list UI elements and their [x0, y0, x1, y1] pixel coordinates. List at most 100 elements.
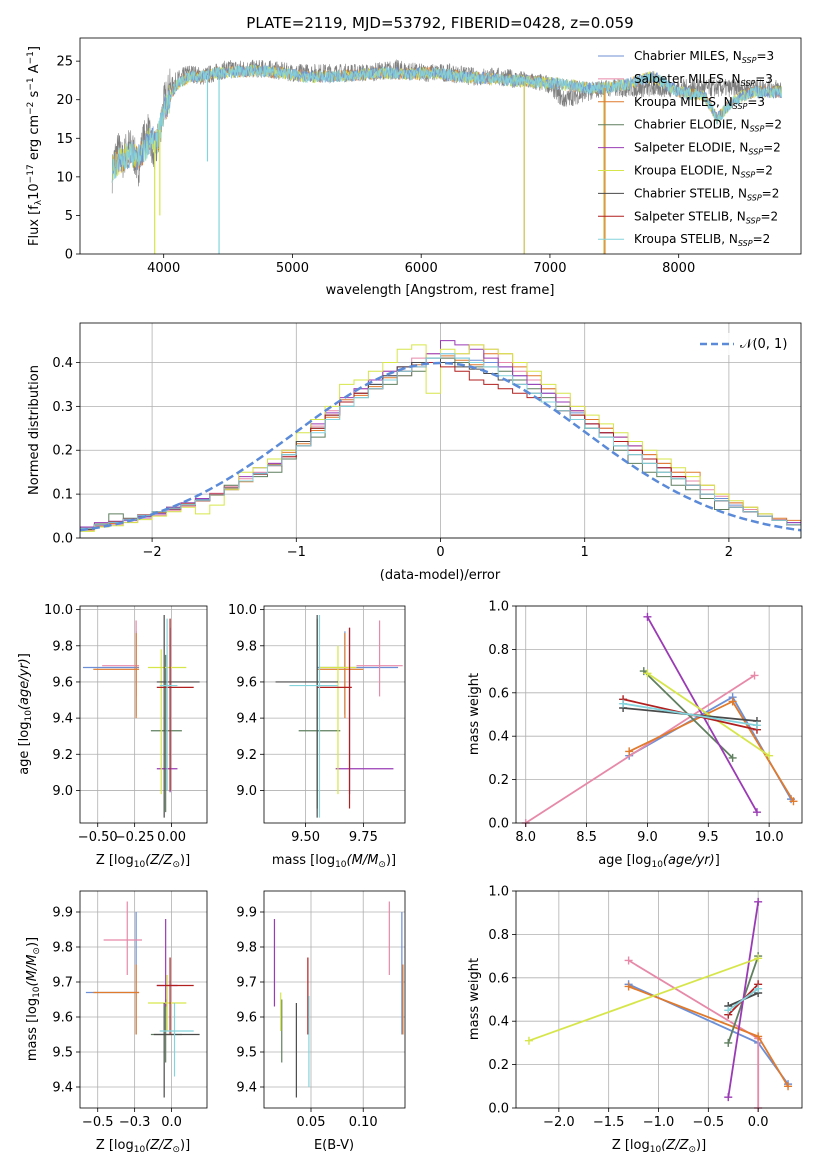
x-tick-label: 0.10 [349, 1115, 378, 1130]
x-tick-label: 8.5 [576, 830, 597, 845]
x-tick-label: 9.50 [291, 830, 320, 845]
y-tick-label: 0.6 [488, 971, 509, 986]
y-tick-label: 15 [56, 132, 73, 147]
age-vs-metallicity-plot-area [80, 606, 207, 823]
y-tick-label: 5 [65, 209, 73, 224]
y-tick-label: 10.0 [44, 603, 73, 618]
x-tick-label: 2 [725, 545, 733, 560]
weight-panel-z-label: Z [log10(Z/Z⊙)] [612, 1138, 706, 1155]
model-spectrum-line [111, 64, 782, 183]
ebv-x-axis-label: E(B-V) [314, 1138, 354, 1153]
histogram-legend: 𝒩(0, 1) [694, 333, 794, 355]
histogram-frame [79, 322, 802, 539]
errorbar-group [85, 901, 200, 1098]
spectrum-legend-label: Chabrier MILES, NSSP=3 [634, 49, 774, 65]
x-tick-label: −0.50 [78, 830, 118, 845]
mass-weight-line [622, 702, 758, 727]
x-tick-label: −2.0 [543, 1115, 575, 1130]
errorbar-group [82, 615, 200, 818]
x-tick-label: −0.5 [693, 1115, 725, 1130]
mass-weight-marker [754, 954, 763, 963]
y-tick-label: 1.0 [488, 600, 509, 615]
histogram-x-axis-label: (data-model)/error [380, 568, 501, 583]
y-tick-label: 9.5 [236, 1046, 257, 1061]
normal-legend-label: 𝒩(0, 1) [740, 337, 787, 352]
mass-weight-marker [789, 797, 798, 806]
x-tick-label: −0.25 [115, 830, 155, 845]
mass-vs-extinction-panel: 0.05 0.10 9.4 9.5 9.6 9.7 9.8 9.9 [236, 890, 406, 1130]
y-tick-label: 9.8 [236, 639, 257, 654]
x-tick-label: 0.0 [748, 1115, 769, 1130]
weight-age-y-axis-label: mass weight [467, 673, 482, 755]
mass-weight-marker [728, 697, 737, 706]
weight-panel-age-label: age [log10(age/yr)] [598, 853, 720, 870]
x-tick-label: −0.5 [82, 1115, 114, 1130]
spectrum-y-axis-label: Flux [fλ10−17 erg cm−2 s−1 A−1] [26, 46, 44, 246]
spectrum-x-axis-label: wavelength [Angstrom, rest frame] [326, 283, 555, 298]
mass-weight-marker [624, 982, 633, 991]
mass-weight-marker [754, 984, 763, 993]
age-vs-metallicity-axes: −0.50−0.25 0.00 9.0 9.2 9.4 9.6 9.8 10.0 [44, 603, 186, 845]
weight-vs-metallicity-frame [515, 890, 803, 1109]
mass-vs-metallicity-plot-area [80, 891, 207, 1108]
y-tick-label: 9.4 [52, 1081, 73, 1096]
y-tick-label: 9.2 [236, 748, 257, 763]
spectrum-title: PLATE=2119, MJD=53792, FIBERID=0428, z=0… [246, 14, 633, 32]
weight-vs-metallicity-axes: −2.0 −1.5 −1.0 −0.5 0.0 0.0 0.2 0.4 0.6 0.8 1.0 [488, 885, 768, 1131]
y-tick-label: 1.0 [488, 885, 509, 900]
mass-weight-marker [524, 1036, 533, 1045]
mass-weight-marker [754, 897, 763, 906]
mass-weight-marker [728, 753, 737, 762]
mass-vs-extinction-plot-area [264, 891, 405, 1108]
mass-weight-marker [750, 671, 759, 680]
y-tick-label: 10.0 [228, 603, 257, 618]
y-tick-label: 0.2 [488, 773, 509, 788]
x-tick-label: 0.00 [157, 830, 186, 845]
age-vs-mass-axes: 9.50 9.75 9.0 9.2 9.4 9.6 9.8 10.0 [228, 603, 378, 845]
mass-vs-metallicity-frame [79, 890, 208, 1109]
age-panel-z-label: Z [log10(Z/Z⊙)] [96, 853, 190, 870]
y-tick-label: 9.6 [236, 675, 257, 690]
y-tick-label: 0 [65, 248, 73, 263]
x-tick-label: 8000 [662, 261, 695, 276]
y-tick-label: 9.6 [236, 1011, 257, 1026]
spectrum-legend-label: Kroupa ELODIE, NSSP=2 [634, 164, 773, 180]
weight-vs-age-frame [515, 605, 803, 824]
age-panel-mass-label: mass [log10(M/M⊙)] [272, 853, 396, 870]
mass-vs-metallicity-panel: −0.5 −0.3 0.0 9.4 9.5 9.6 9.7 9.8 9.9 [52, 890, 208, 1131]
y-tick-label: 9.0 [52, 784, 73, 799]
x-tick-label: 9.5 [698, 830, 719, 845]
x-tick-label: 10.0 [755, 830, 784, 845]
mass-weight-marker [724, 1006, 733, 1015]
weight-vs-age-axes: 8.0 8.5 9.0 9.5 10.0 0.0 0.2 0.4 0.6 0.8 1.0 [488, 600, 783, 846]
mass-weight-marker [752, 721, 761, 730]
y-tick-label: 9.7 [52, 976, 73, 991]
age-vs-mass-frame [263, 605, 406, 824]
spectrum-axes: 4000 5000 6000 7000 8000 0 5 10 15 20 25 [56, 55, 695, 276]
residual-histogram-panel: −2 −1 0 1 2 0.0 0.1 0.2 0.3 0.4 𝒩(0, 1) (data-mod… [27, 322, 802, 583]
y-tick-label: 9.8 [236, 941, 257, 956]
spectrum-panel: 4000 5000 6000 7000 8000 0 5 10 15 20 25 Chabrier … [26, 37, 802, 298]
mass-y-axis-label: mass [log10(M/M⊙)] [25, 937, 42, 1061]
weight-vs-metallicity-plot-area [516, 890, 802, 1112]
y-tick-label: 9.9 [236, 906, 257, 921]
spectrum-legend-label: Chabrier ELODIE, NSSP=2 [634, 118, 782, 134]
x-tick-label: 9.75 [349, 830, 378, 845]
age-y-axis-label: age [log10(age/yr)] [17, 653, 34, 775]
x-tick-label: −0.3 [119, 1115, 151, 1130]
y-tick-label: 0.4 [488, 730, 509, 745]
observed-spectrum-line [111, 59, 782, 194]
mass-weight-marker [754, 1032, 763, 1041]
y-tick-label: 0.0 [488, 1102, 509, 1117]
histogram-steps [80, 340, 801, 538]
mass-weight-line [528, 957, 759, 1042]
age-vs-metallicity-panel: −0.50−0.25 0.00 9.0 9.2 9.4 9.6 9.8 10.0 [44, 603, 208, 845]
x-tick-label: 9.0 [637, 830, 658, 845]
spectrum-legend-label: Chabrier STELIB, NSSP=2 [634, 186, 779, 202]
normal-distribution-curve [80, 361, 801, 532]
spectrum-legend-label: Salpeter ELODIE, NSSP=2 [634, 141, 781, 157]
weight-vs-age-panel: 8.0 8.5 9.0 9.5 10.0 0.0 0.2 0.4 0.6 0.8 1.0 [488, 600, 803, 846]
y-tick-label: 0.4 [488, 1015, 509, 1030]
mass-vs-metallicity-axes: −0.5 −0.3 0.0 9.4 9.5 9.6 9.7 9.8 9.9 [52, 906, 182, 1131]
